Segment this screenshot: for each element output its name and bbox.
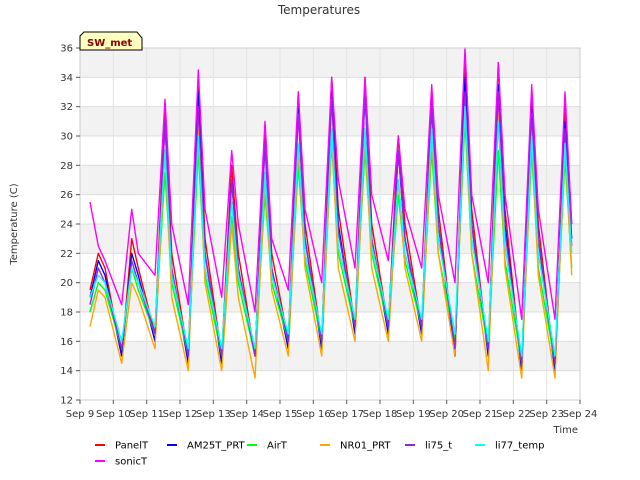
legend-label: li75_t: [425, 441, 452, 452]
x-tick-label: Sep 18: [363, 409, 398, 420]
legend-item-li77-temp: li77_temp: [475, 441, 544, 452]
series-line-sonict: [89, 47, 573, 320]
x-tick-label: Sep 15: [263, 409, 298, 420]
x-tick-label: Sep 12: [163, 409, 198, 420]
x-tick-label: Sep 21: [463, 409, 498, 420]
x-tick-label: Sep 14: [229, 409, 264, 420]
y-tick-label: 22: [60, 249, 73, 260]
y-axis-ticks: 12 14 16 18 20 22 24 26 28 30 32 34 36: [60, 44, 80, 407]
x-tick-label: Sep 9: [66, 409, 94, 420]
legend-label: sonicT: [115, 457, 148, 468]
legend-item-am25t-prt: AM25T_PRT: [167, 441, 246, 452]
x-tick-label: Sep 19: [396, 409, 431, 420]
site-label-box: SW_met: [79, 31, 143, 51]
y-tick-label: 20: [60, 278, 73, 289]
x-tick-label: Sep 24: [563, 409, 598, 420]
series-line-li77-temp: [89, 106, 573, 357]
plot-band: [80, 48, 580, 78]
y-tick-label: 12: [60, 396, 73, 407]
x-tick-label: Sep 23: [529, 409, 564, 420]
legend-label: PanelT: [115, 441, 149, 452]
series-layer: [89, 47, 573, 379]
y-tick-label: 30: [60, 132, 73, 143]
y-tick-label: 18: [60, 308, 73, 319]
y-tick-label: 26: [60, 190, 73, 201]
x-tick-label: Sep 17: [329, 409, 364, 420]
x-tick-label: Sep 10: [96, 409, 131, 420]
x-tick-label: Sep 16: [296, 409, 331, 420]
site-label-shape: [79, 31, 143, 51]
x-tick-label: Sep 11: [129, 409, 164, 420]
legend-item-panelt: PanelT: [95, 441, 149, 452]
legend-label: AM25T_PRT: [187, 441, 246, 452]
y-tick-label: 14: [60, 366, 73, 377]
plot-band: [80, 370, 580, 400]
chart-title: Temperatures: [277, 3, 360, 17]
legend-label: AirT: [267, 441, 288, 452]
plot-band: [80, 224, 580, 254]
y-tick-label: 34: [60, 73, 73, 84]
site-label: SW_met: [87, 38, 132, 49]
plot-band: [80, 253, 580, 283]
x-tick-label: Sep 22: [496, 409, 531, 420]
x-tick-label: Sep 20: [429, 409, 464, 420]
y-tick-label: 16: [60, 337, 73, 348]
x-axis-title: Time: [553, 425, 578, 436]
legend-item-airt: AirT: [247, 441, 288, 452]
plot-band: [80, 312, 580, 342]
y-axis-title: Temperature (C): [9, 183, 20, 265]
y-tick-label: 28: [60, 161, 73, 172]
y-tick-label: 36: [60, 44, 73, 55]
legend-item-li75-t: li75_t: [405, 441, 452, 452]
legend-item-nr01-prt: NR01_PRT: [320, 441, 391, 452]
x-tick-label: Sep 13: [196, 409, 231, 420]
series-line-li75-t: [89, 91, 573, 364]
plot-band: [80, 341, 580, 371]
legend-item-sonict: sonicT: [95, 457, 148, 468]
plot-band: [80, 282, 580, 312]
y-tick-label: 32: [60, 102, 73, 113]
legend-label: NR01_PRT: [340, 441, 391, 452]
legend-label: li77_temp: [495, 441, 544, 452]
y-tick-label: 24: [60, 220, 73, 231]
legend: PanelT AM25T_PRT AirT NR01_PRT li75_t li77_te…: [95, 441, 544, 468]
